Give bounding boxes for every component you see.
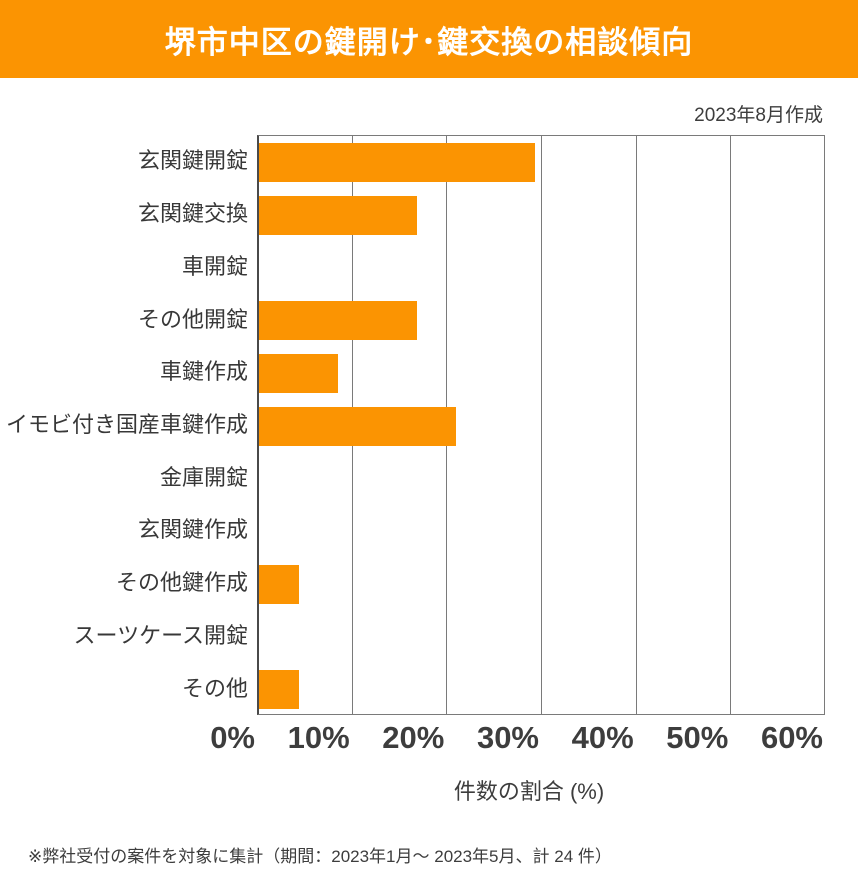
x-axis-title: 件数の割合 (%): [453, 779, 605, 804]
category-label: 車鍵作成: [159, 359, 248, 385]
category-label: その他: [181, 675, 248, 701]
category-label: スーツケース開錠: [73, 622, 248, 648]
x-tick-label: 0%: [210, 720, 255, 755]
category-label: 車開錠: [181, 253, 248, 279]
bar: [259, 406, 456, 446]
page-title: 堺市中区の鍵開け･鍵交換の相談傾向: [164, 24, 694, 60]
bar: [259, 195, 418, 235]
gridline: [635, 136, 637, 714]
category-label: イモビ付き国産車鍵作成: [5, 412, 248, 437]
category-label: その他開錠: [137, 306, 248, 332]
bar: [259, 670, 299, 710]
x-tick-label: 40%: [571, 720, 634, 755]
bar: [259, 564, 299, 604]
category-label: その他鍵作成: [115, 570, 248, 596]
created-date-label: 2023年8月作成: [694, 105, 823, 126]
category-label: 玄関鍵開錠: [137, 148, 248, 174]
footnote: ※弊社受付の案件を対象に集計（期間：2023年1月～ 2023年5月、計 24 …: [28, 847, 612, 866]
bar: [259, 353, 338, 393]
plot-area: [257, 135, 825, 715]
category-label: 金庫開錠: [159, 464, 248, 490]
x-tick-label: 20%: [382, 720, 445, 755]
header-banner: 堺市中区の鍵開け･鍵交換の相談傾向: [0, 0, 858, 78]
x-tick-label: 30%: [476, 720, 539, 755]
x-tick-label: 50%: [666, 720, 729, 755]
bar: [259, 142, 536, 182]
category-label: 玄関鍵交換: [137, 201, 248, 227]
bar: [259, 301, 418, 341]
gridline: [541, 136, 542, 714]
category-label: 玄関鍵作成: [137, 517, 248, 543]
gridline: [730, 136, 732, 714]
x-tick-label: 60%: [760, 720, 823, 755]
x-tick-label: 10%: [287, 720, 350, 755]
